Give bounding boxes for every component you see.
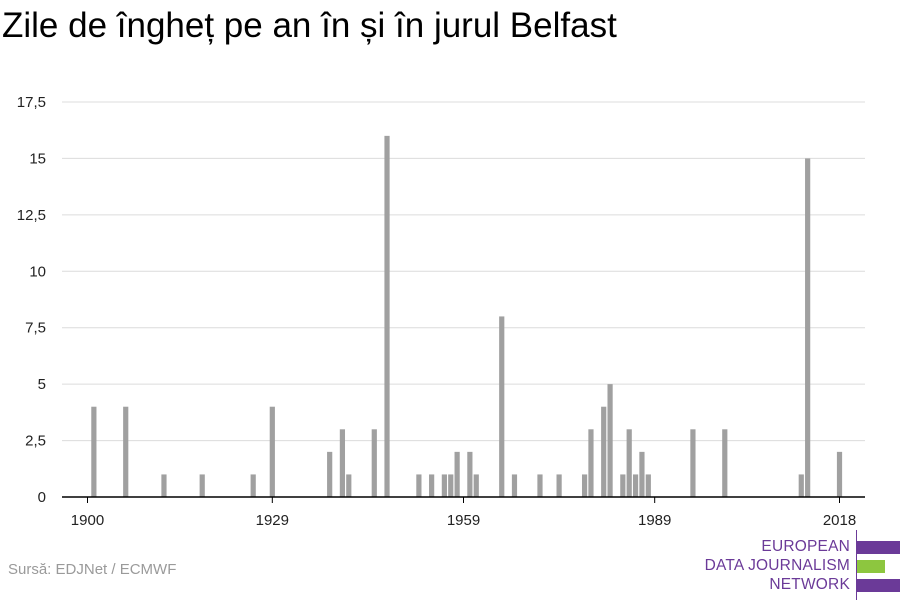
y-tick-label: 7,5: [25, 320, 46, 337]
logo-line-3: NETWORK: [769, 576, 850, 593]
bar: [371, 429, 377, 497]
x-tick-label: 1959: [447, 512, 480, 529]
y-tick-label: 10: [29, 263, 46, 280]
chart-title: Zile de îngheț pe an în și în jurul Belf…: [2, 6, 617, 45]
y-tick-label: 2,5: [25, 433, 46, 450]
bar: [416, 474, 422, 497]
bar: [429, 474, 435, 497]
bar: [690, 429, 696, 497]
logo-bar-top: [857, 541, 900, 554]
x-tick-label: 2018: [823, 512, 856, 529]
logo-bar-middle: [857, 560, 885, 573]
logo-bar-bottom: [857, 579, 900, 592]
bar: [511, 474, 518, 497]
bar: [632, 474, 639, 497]
y-tick-label: 0: [38, 489, 46, 506]
logo-line-1: EUROPEAN: [761, 538, 850, 555]
bar: [123, 406, 129, 497]
bars: [91, 135, 843, 498]
bar: [798, 474, 804, 497]
bar: [346, 474, 352, 497]
bar: [581, 474, 588, 497]
y-tick-label: 15: [29, 150, 46, 167]
bar: [448, 474, 454, 497]
bar: [250, 474, 256, 497]
bar: [836, 451, 843, 497]
axes: [62, 496, 865, 503]
y-tick-label: 12,5: [17, 207, 46, 224]
bar: [91, 406, 97, 497]
bar: [588, 429, 594, 497]
bar: [473, 474, 479, 497]
bar: [467, 451, 473, 497]
bar: [269, 406, 275, 497]
bar: [620, 474, 626, 497]
bar: [499, 316, 505, 497]
bar: [645, 474, 651, 497]
bar: [607, 384, 613, 497]
bar: [454, 451, 460, 497]
bar: [384, 135, 390, 498]
bar: [556, 474, 562, 497]
bar: [601, 406, 607, 497]
bar: [441, 474, 447, 497]
bar: [199, 474, 205, 497]
y-tick-label: 17,5: [17, 94, 46, 111]
bar: [161, 474, 167, 497]
bar: [327, 451, 333, 497]
x-tick-labels: 1900 1929 1959 1989 2018: [71, 512, 856, 529]
bar: [639, 451, 645, 497]
bar: [339, 429, 346, 497]
bar: [722, 429, 728, 497]
bar-chart: 0 2,5 5 7,5 10 12,5 15 17,5 1900 1929 1959 1989 201…: [17, 94, 865, 529]
bar: [805, 158, 811, 497]
bar: [626, 429, 632, 497]
logo-divider: [856, 530, 857, 600]
logo-line-2: DATA JOURNALISM: [704, 557, 850, 574]
bar: [537, 474, 543, 497]
edjnet-logo: EUROPEAN DATA JOURNALISM NETWORK: [700, 530, 900, 600]
gridlines: [62, 101, 865, 442]
y-tick-label: 5: [38, 376, 46, 393]
x-tick-label: 1900: [71, 512, 104, 529]
x-tick-label: 1929: [256, 512, 289, 529]
source-note: Sursă: EDJNet / ECMWF: [8, 561, 177, 578]
x-tick-label: 1989: [638, 512, 671, 529]
y-tick-labels: 0 2,5 5 7,5 10 12,5 15 17,5: [17, 94, 46, 506]
